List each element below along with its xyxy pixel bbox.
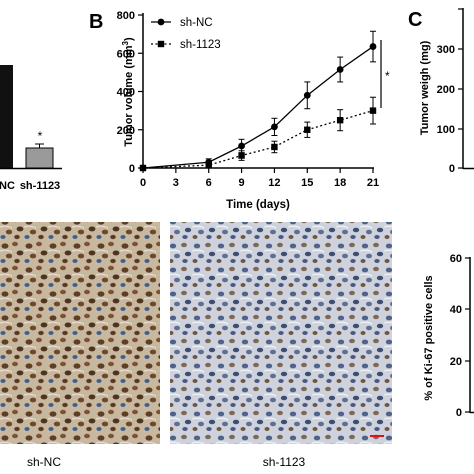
- x-tick-label: 3: [173, 177, 179, 189]
- x-axis-title: Time (days): [226, 199, 290, 211]
- y-tick-label: 0: [129, 163, 135, 175]
- point-sh-1123: [369, 107, 377, 114]
- tumor-volume-chart: 0 200 400 600 800 0 3 6 9 12 15 18 21 sh-NC sh-1123 *: [117, 10, 390, 189]
- point-sh-nc: [336, 66, 344, 73]
- y-tick-label: 400: [117, 87, 135, 99]
- panel-a-label-sh-1123: sh-1123: [20, 180, 60, 192]
- x-tick-label: 0: [140, 177, 146, 189]
- x-tick-label: 18: [334, 177, 346, 189]
- series-line-sh-nc: [142, 46, 374, 169]
- panel-a-label-nc: NC: [0, 180, 15, 192]
- panel-c-tick-100: 100: [437, 124, 455, 136]
- point-sh-nc: [303, 91, 311, 99]
- legend-label-sh-1123: sh-1123: [180, 39, 221, 51]
- ihc-label-sh-1123: sh-1123: [263, 455, 306, 469]
- point-sh-nc: [369, 43, 377, 50]
- panel-c-tick-300: 300: [437, 44, 455, 56]
- panel-a-significance: *: [38, 129, 43, 143]
- panel-c-tick-200: 200: [437, 84, 455, 96]
- ihc-image-sh-nc: [0, 222, 160, 444]
- ki67-tick-0: 0: [456, 407, 462, 419]
- bar-sh-nc: [0, 65, 13, 168]
- ki67-y-axis-title: % of Ki-67 positive cells: [423, 275, 435, 400]
- point-sh-1123: [304, 126, 311, 133]
- ki67-tick-20: 20: [450, 356, 462, 368]
- panel-c-partial: C Tumor weigh (mg) 300 200 100 0: [408, 8, 474, 175]
- x-tick-label: 6: [206, 177, 212, 189]
- ki67-tick-40: 40: [450, 304, 462, 316]
- point-sh-1123: [238, 152, 245, 159]
- ihc-label-sh-nc: sh-NC: [27, 455, 61, 469]
- panel-b-letter: B: [89, 11, 103, 33]
- point-sh-1123: [205, 161, 212, 169]
- ki67-ticks: [465, 257, 470, 413]
- x-tick-label: 21: [367, 177, 379, 189]
- point-sh-1123: [139, 164, 147, 172]
- x-tick-label: 15: [301, 177, 313, 189]
- point-sh-1123: [271, 143, 278, 151]
- legend-label-sh-nc: sh-NC: [180, 17, 213, 29]
- point-sh-nc: [271, 123, 278, 131]
- x-tick-label: 9: [239, 177, 245, 189]
- x-tick-label: 12: [268, 177, 280, 189]
- significance-star: *: [385, 69, 390, 83]
- y-axis-title: Tumor volume (mm3): [121, 37, 135, 147]
- legend-marker-sh-1123: [157, 40, 165, 48]
- y-tick-label: 600: [117, 48, 135, 60]
- point-sh-1123: [336, 116, 344, 124]
- panel-c-tick-0: 0: [449, 163, 455, 175]
- bar-sh-1123: [25, 147, 54, 169]
- legend: sh-NC sh-1123: [151, 17, 221, 51]
- y-tick-label: 800: [117, 10, 135, 22]
- ki67-tick-60: 60: [450, 253, 462, 265]
- ki67-chart-partial: % of Ki-67 positive cells 60 40 20 0: [423, 253, 474, 419]
- ihc-images: sh-NC sh-1123: [0, 222, 392, 469]
- legend-marker-sh-nc: [157, 18, 165, 26]
- panel-c-letter: C: [408, 9, 422, 31]
- ihc-image-sh-1123: [170, 222, 392, 444]
- panel-b: B 0 200 400 600 800 0 3 6 9 12 15 18 21 sh-NC sh-1123 *…: [89, 10, 390, 211]
- point-sh-nc: [238, 142, 245, 150]
- panel-c-ticks: [458, 8, 463, 169]
- panel-a-partial: * NC sh-1123: [0, 65, 62, 192]
- panel-c-y-axis-title: Tumor weigh (mg): [419, 40, 431, 135]
- y-tick-label: 200: [117, 125, 135, 137]
